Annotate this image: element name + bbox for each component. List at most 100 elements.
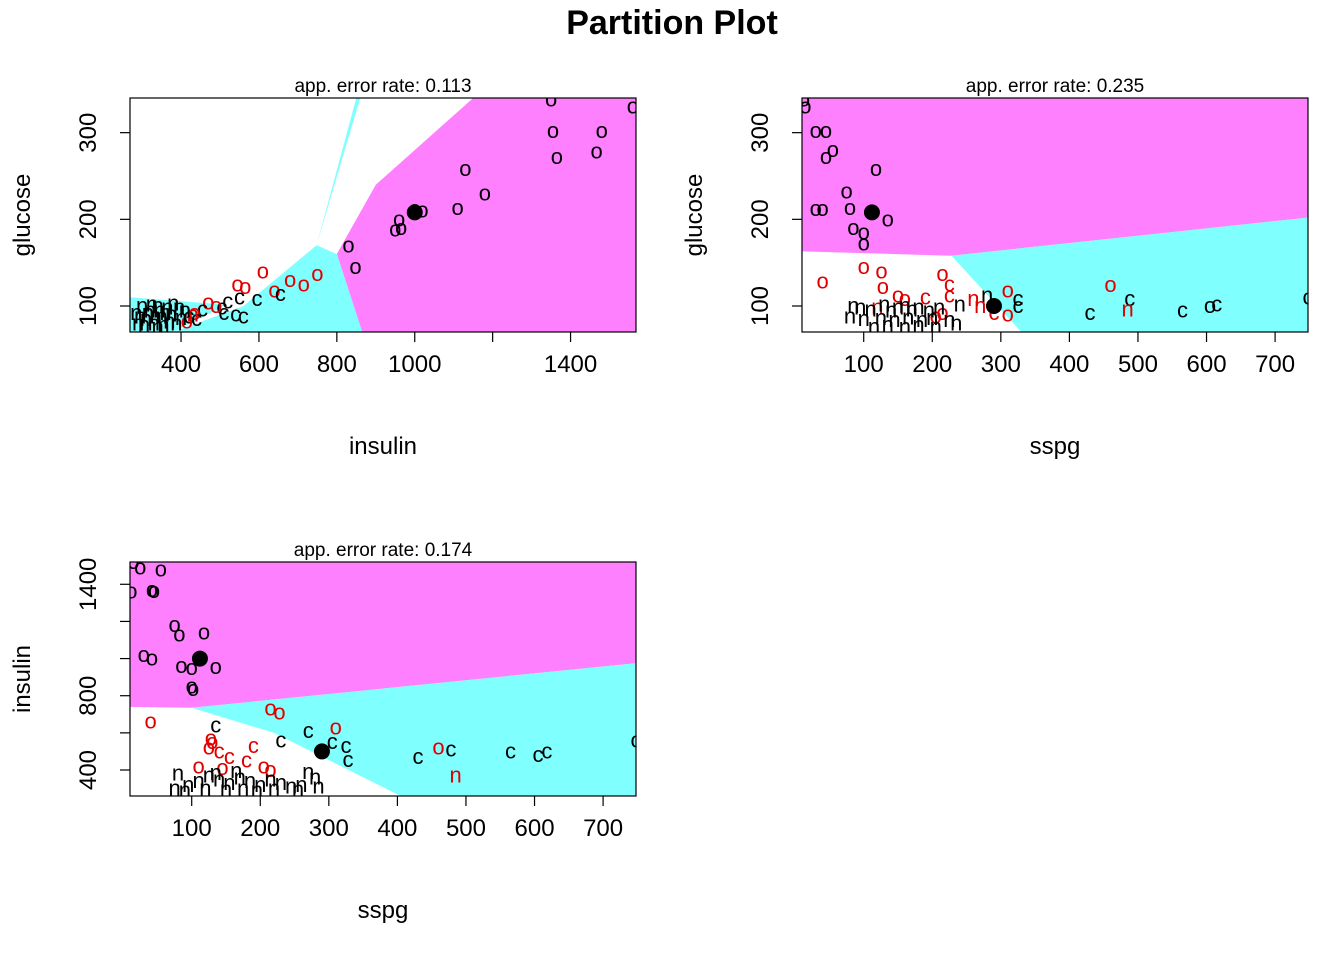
plot-frame	[801, 97, 1309, 333]
x-axis-label: sspg	[358, 897, 409, 924]
class-mean-marker	[191, 650, 208, 667]
data-point: n	[916, 307, 928, 332]
data-point: n	[902, 304, 914, 329]
panel-subtitle: app. error rate: 0.235	[966, 76, 1145, 97]
data-point: o	[127, 549, 139, 574]
data-point: o	[205, 725, 217, 750]
x-tick-label: 700	[1255, 351, 1295, 378]
data-point: c	[631, 727, 642, 752]
data-point: n	[199, 776, 211, 801]
data-point: o	[202, 290, 214, 315]
panel-subtitle: app. error rate: 0.113	[294, 76, 471, 97]
data-point: c	[1211, 291, 1222, 316]
y-axis-label: glucose	[9, 174, 36, 257]
data-point: o	[547, 118, 559, 143]
data-point: o	[798, 87, 810, 112]
data-point: n	[933, 295, 945, 320]
region-c	[191, 663, 636, 796]
data-point: n	[179, 777, 191, 802]
data-point: o	[257, 258, 269, 283]
data-point: n	[173, 295, 185, 320]
data-point: o	[840, 179, 852, 204]
data-point: o	[231, 271, 243, 296]
data-point: n	[858, 306, 870, 331]
x-tick-label: 400	[1049, 351, 1089, 378]
data-point: o	[148, 578, 160, 603]
data-point: n	[142, 300, 154, 325]
data-point: c	[541, 738, 552, 763]
x-tick-label: 800	[317, 351, 357, 378]
data-point: n	[223, 770, 235, 795]
region-o	[130, 562, 636, 708]
data-point: n	[285, 774, 297, 799]
data-point: n	[179, 297, 191, 322]
data-point: o	[930, 303, 942, 328]
panel-subtitle: app. error rate: 0.174	[294, 540, 473, 561]
data-point: n	[912, 312, 924, 337]
data-point: n	[152, 314, 164, 339]
region-o	[336, 98, 636, 332]
y-tick-label: 400	[75, 750, 102, 790]
data-point: o	[146, 577, 158, 602]
data-point: c	[275, 281, 286, 306]
data-point: n	[220, 777, 232, 802]
panel-sspg-glucose: app. error rate: 0.235 100 200 300 400 500 600…	[681, 76, 1309, 460]
data-point: c	[340, 733, 351, 758]
data-point: n	[974, 293, 986, 318]
data-point: o	[186, 673, 198, 698]
data-point: o	[155, 556, 167, 581]
y-tick-label: 200	[747, 199, 774, 239]
data-point: n	[187, 302, 199, 327]
data-point: n	[150, 303, 162, 328]
y-axis-label: glucose	[681, 174, 708, 257]
data-point: c	[343, 747, 354, 772]
region-c	[951, 217, 1308, 332]
data-point: o	[298, 271, 310, 296]
x-tick-label: 500	[446, 815, 486, 842]
data-point: c	[1012, 293, 1023, 318]
data-point: o	[432, 735, 444, 760]
data-point: o	[892, 283, 904, 308]
x-tick-label: 600	[1187, 351, 1227, 378]
data-point: o	[349, 254, 361, 279]
data-point: o	[820, 118, 832, 143]
x-tick-label: 500	[1118, 351, 1158, 378]
x-tick-label: 300	[981, 351, 1021, 378]
data-point: n	[161, 295, 173, 320]
data-point: n	[923, 297, 935, 322]
data-point: n	[268, 776, 280, 801]
data-points: ooooooooooooooooooooocoocccccccocoococnn…	[130, 98, 636, 339]
x-tick-label: 200	[240, 815, 280, 842]
data-point: c	[944, 283, 955, 308]
x-tick-label: 400	[161, 351, 201, 378]
data-point: o	[181, 309, 193, 334]
data-point: n	[192, 768, 204, 793]
data-point: c	[303, 718, 314, 743]
data-point: o	[311, 261, 323, 286]
data-point: c	[218, 300, 229, 325]
y-tick-label: 800	[75, 676, 102, 716]
data-point: n	[882, 312, 894, 337]
data-point: n	[875, 305, 887, 330]
data-point: o	[258, 753, 270, 778]
data-point: n	[230, 758, 242, 783]
data-point: n	[148, 310, 160, 335]
x-axis-label: insulin	[349, 433, 417, 460]
data-point: o	[239, 274, 251, 299]
plot-frame	[129, 97, 637, 333]
data-point: o	[206, 729, 218, 754]
data-point: n	[292, 777, 304, 802]
data-point: o	[858, 254, 870, 279]
data-point: n	[892, 295, 904, 320]
data-point: o	[899, 286, 911, 311]
data-point: c	[222, 289, 233, 314]
data-point: n	[912, 295, 924, 320]
data-point: o	[173, 621, 185, 646]
data-point: o	[264, 696, 276, 721]
x-tick-label: 1000	[388, 351, 441, 378]
data-point: c	[532, 742, 543, 767]
data-point: o	[875, 258, 887, 283]
class-mean-marker	[406, 204, 423, 221]
data-point: c	[944, 271, 955, 296]
data-point: n	[302, 759, 314, 784]
